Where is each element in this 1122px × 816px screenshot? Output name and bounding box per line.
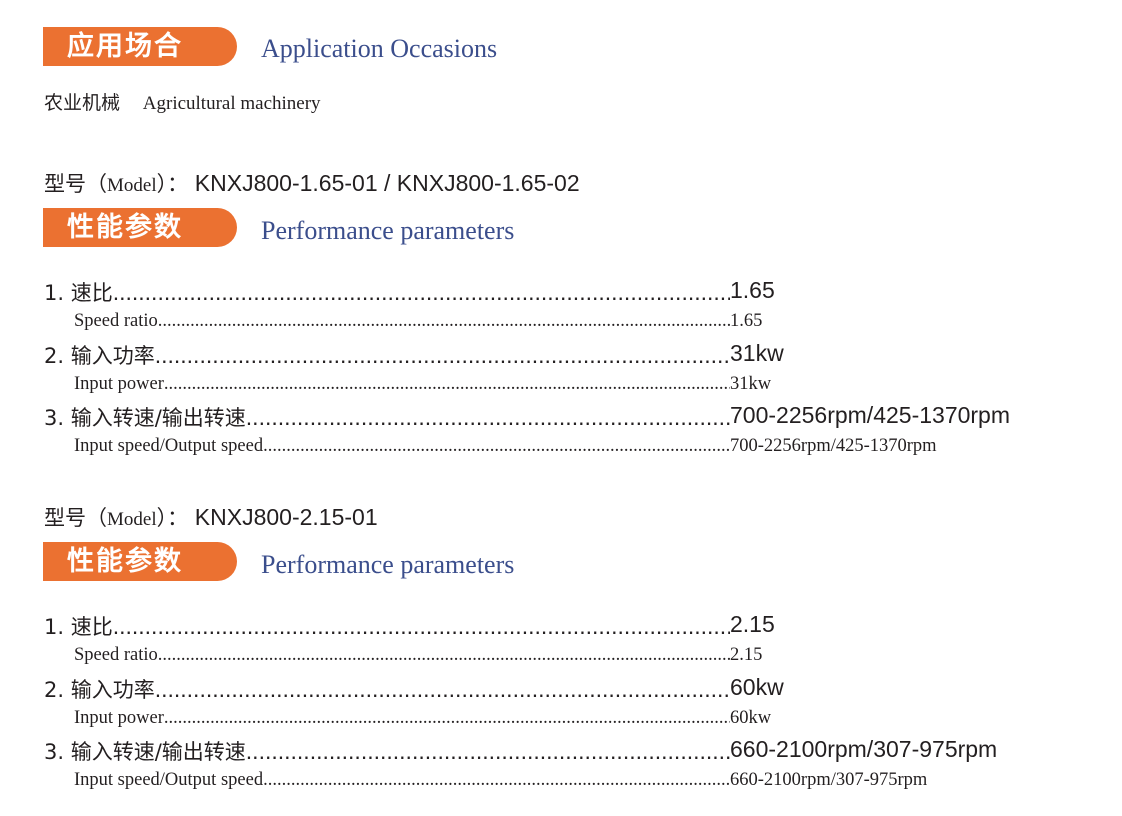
param-value-en: 660-2100rpm/307-975rpm <box>730 770 928 790</box>
section-title-application: Application Occasions <box>261 34 498 63</box>
dot-leader: ........................................… <box>163 707 730 728</box>
param-value-en: 31kw <box>730 373 772 394</box>
param-value-cn: 700-2256rpm/425-1370rpm <box>730 402 1011 428</box>
model-line: 型号（Model）： KNXJ800-1.65-01 / KNXJ800-1.6… <box>44 168 580 198</box>
param-row: 1. 速比...................................… <box>44 611 730 641</box>
param-label-en: Input power <box>74 707 164 728</box>
dot-leader: ........................................… <box>154 675 730 702</box>
param-row: 1. 速比...................................… <box>44 277 730 307</box>
param-label-en: Input speed/Output speed <box>74 770 264 790</box>
param-row-en: Input power.............................… <box>74 374 730 395</box>
param-label-cn: 1. 速比 <box>44 615 113 639</box>
application-item: 农业机械 Agricultural machinery <box>44 88 321 115</box>
param-value-cn: 2.15 <box>730 611 775 637</box>
model-label: 型号（ <box>44 506 107 530</box>
section-tab-performance: 性能参数 <box>43 208 237 247</box>
param-value-en: 60kw <box>730 707 772 728</box>
param-row-en: Speed ratio.............................… <box>74 311 730 332</box>
param-row-en: Speed ratio.............................… <box>74 645 730 666</box>
dot-leader: ........................................… <box>157 645 730 665</box>
dot-leader: ........................................… <box>263 436 730 456</box>
param-value-cn: 660-2100rpm/307-975rpm <box>730 736 998 762</box>
model-line: 型号（Model）： KNXJ800-2.15-01 <box>44 502 378 532</box>
param-label-en: Speed ratio <box>74 645 158 665</box>
model-label-end: ）： <box>156 172 189 196</box>
param-label-cn: 2. 输入功率 <box>44 677 155 702</box>
dot-leader: ........................................… <box>112 613 730 639</box>
section-title-performance: Performance parameters <box>261 216 515 245</box>
dot-leader: ........................................… <box>154 341 730 368</box>
param-label-en: Speed ratio <box>74 311 158 331</box>
param-value-cn: 31kw <box>730 339 784 366</box>
param-row-en: Input speed/Output speed................… <box>74 770 730 791</box>
param-row-en: Input power.............................… <box>74 708 730 729</box>
param-label-cn: 3. 输入转速/输出转速 <box>44 740 246 764</box>
application-item-cn: 农业机械 <box>44 92 121 114</box>
param-label-cn: 1. 速比 <box>44 281 113 305</box>
model-value: KNXJ800-2.15-01 <box>194 504 378 530</box>
param-label-en: Input speed/Output speed <box>74 436 264 456</box>
param-value-en: 2.15 <box>730 645 763 665</box>
param-label-cn: 3. 输入转速/输出转速 <box>44 406 246 430</box>
dot-leader: ........................................… <box>157 311 730 331</box>
param-row: 3. 输入转速/输出转速............................… <box>44 736 730 766</box>
param-value-en: 700-2256rpm/425-1370rpm <box>730 436 937 456</box>
application-item-en: Agricultural machinery <box>142 93 321 114</box>
section-tab-performance: 性能参数 <box>43 542 237 581</box>
dot-leader: ........................................… <box>263 770 730 790</box>
dot-leader: ........................................… <box>245 404 730 430</box>
section-title-performance: Performance parameters <box>261 550 515 579</box>
param-label-cn: 2. 输入功率 <box>44 343 155 368</box>
param-row: 2. 输入功率.................................… <box>44 340 730 370</box>
param-row-en: Input speed/Output speed................… <box>74 436 730 457</box>
param-row: 3. 输入转速/输出转速............................… <box>44 402 730 432</box>
section-tab-application: 应用场合 <box>43 27 237 66</box>
model-value: KNXJ800-1.65-01 / KNXJ800-1.65-02 <box>194 170 580 196</box>
dot-leader: ........................................… <box>112 279 730 305</box>
dot-leader: ........................................… <box>245 738 730 764</box>
param-value-en: 1.65 <box>730 311 763 331</box>
dot-leader: ........................................… <box>163 373 730 394</box>
model-label-en: Model <box>107 509 157 530</box>
model-label-end: ）： <box>156 506 189 530</box>
param-value-cn: 1.65 <box>730 277 775 303</box>
param-value-cn: 60kw <box>730 673 784 700</box>
model-label-en: Model <box>107 175 157 196</box>
param-label-en: Input power <box>74 373 164 394</box>
model-label: 型号（ <box>44 172 107 196</box>
param-row: 2. 输入功率.................................… <box>44 674 730 704</box>
